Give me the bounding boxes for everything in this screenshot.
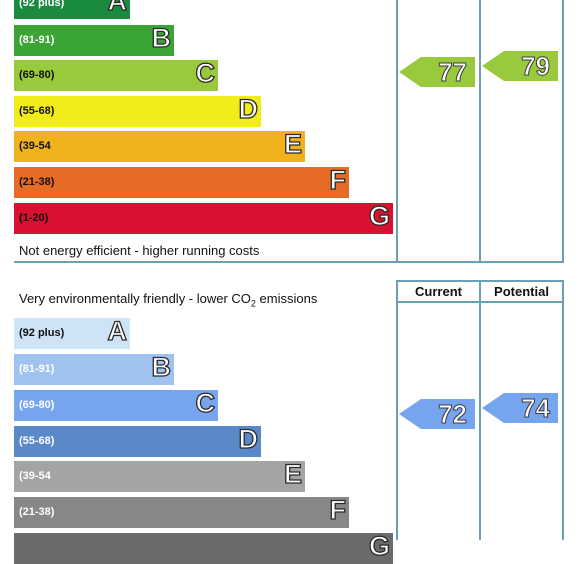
band-letter: G xyxy=(368,530,390,561)
env-band-d: (55-68) D xyxy=(14,423,261,457)
band-range-label: (92 plus) xyxy=(19,327,65,339)
env-band-g: G xyxy=(14,530,393,564)
energy-chart-bottom-border xyxy=(14,261,564,263)
divider-right xyxy=(562,0,564,262)
band-letter: E xyxy=(283,458,302,489)
band-letter: A xyxy=(107,315,128,346)
column-header-current: Current xyxy=(415,284,462,299)
band-range-label: (55-68) xyxy=(19,105,55,117)
divider-current-left xyxy=(396,280,398,540)
env-band-c: (69-80) C xyxy=(14,387,218,421)
divider-potential-left xyxy=(479,0,481,262)
band-range-label: (81-91) xyxy=(19,34,55,46)
env-band-e: (39-54 E xyxy=(14,458,305,492)
band-letter: D xyxy=(238,423,259,454)
energy-band-c: (69-80) C xyxy=(14,57,218,91)
band-range-label: (21-38) xyxy=(19,176,55,188)
energy-band-b: (81-91) B xyxy=(14,22,174,56)
energy-band-a: (92 plus) A xyxy=(14,0,130,19)
band-range-label: (55-68) xyxy=(19,435,55,447)
env-band-b: (81-91) B xyxy=(14,351,174,385)
energy-band-d: (55-68) D xyxy=(14,93,261,127)
band-letter: B xyxy=(151,351,172,382)
band-range-label: (69-80) xyxy=(19,69,55,81)
env-current-rating: 72 xyxy=(438,399,468,429)
environmental-impact-chart: Current Potential Very environmentally f… xyxy=(0,280,577,564)
env-band-f: (21-38) F xyxy=(14,494,349,528)
band-letter: C xyxy=(195,387,216,418)
band-letter: F xyxy=(329,494,347,525)
column-header-potential: Potential xyxy=(494,284,549,299)
energy-potential-rating: 79 xyxy=(521,51,551,81)
energy-band-e: (39-54 E xyxy=(14,128,305,162)
band-letter: G xyxy=(368,200,390,231)
env-band-a: (92 plus) A xyxy=(14,315,130,349)
band-range-label: (21-38) xyxy=(19,506,55,518)
divider-current-left xyxy=(396,0,398,262)
env-top-caption-subscript: 2 xyxy=(250,298,256,309)
band-range-label: (81-91) xyxy=(19,363,55,375)
env-potential-rating: 74 xyxy=(521,393,551,423)
band-letter: D xyxy=(238,93,259,124)
band-range-label: (1-20) xyxy=(19,212,49,224)
band-range-label: (39-54 xyxy=(19,470,51,482)
energy-efficiency-chart: Not energy efficient - higher running co… xyxy=(0,0,577,265)
band-letter: A xyxy=(107,0,128,17)
energy-bottom-caption: Not energy efficient - higher running co… xyxy=(19,243,260,258)
band-letter: F xyxy=(329,164,347,195)
band-range-label: (69-80) xyxy=(19,399,55,411)
energy-band-f: (21-38) F xyxy=(14,164,349,198)
env-potential-rating-arrow: 74 xyxy=(482,393,558,423)
energy-potential-rating-arrow: 79 xyxy=(482,51,558,81)
energy-band-g: (1-20) G xyxy=(14,200,393,234)
env-top-caption-main: Very environmentally friendly - lower CO xyxy=(19,291,251,306)
energy-current-rating-arrow: 77 xyxy=(399,57,475,87)
divider-right xyxy=(562,280,564,540)
band-range-label: (92 plus) xyxy=(19,0,65,9)
divider-potential-left xyxy=(479,280,481,540)
env-current-rating-arrow: 72 xyxy=(399,399,475,429)
band-letter: C xyxy=(195,57,216,88)
band-letter: B xyxy=(151,22,172,53)
energy-current-rating: 77 xyxy=(438,57,468,87)
band-range-label: (39-54 xyxy=(19,140,51,152)
band-letter: E xyxy=(283,128,302,159)
env-top-caption: Very environmentally friendly - lower CO… xyxy=(19,291,317,309)
env-top-caption-tail: emissions xyxy=(255,291,318,306)
